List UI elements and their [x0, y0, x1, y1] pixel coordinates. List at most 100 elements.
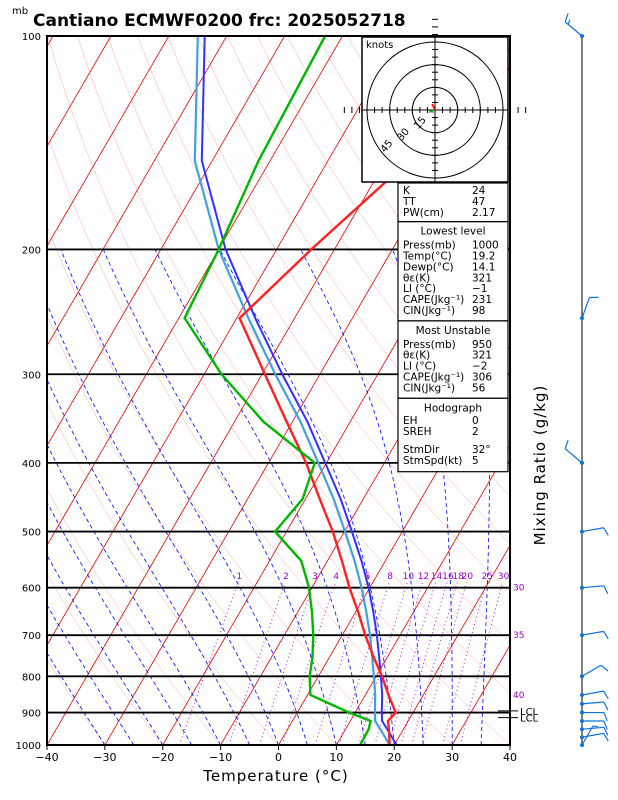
parcel-profile-line-2 — [193, 36, 391, 745]
theta-e-label: 40 — [513, 691, 525, 701]
temperature-tick-label: −30 — [93, 751, 116, 764]
index-label: Press(mb) — [403, 339, 456, 351]
temperature-tick-label: −20 — [151, 751, 174, 764]
dry-adiabat — [47, 402, 279, 745]
index-box — [397, 320, 509, 399]
mixing-ratio-label: 1 — [236, 572, 242, 582]
wind-barb-half-flag — [592, 725, 599, 728]
wind-barb-column — [564, 13, 609, 747]
isotherm — [47, 36, 228, 347]
mixing-ratio-axis-label: Mixing Ratio (g/kg) — [531, 385, 549, 546]
pressure-tick-label: 100 — [22, 32, 41, 43]
wind-barb-shaft — [581, 585, 604, 589]
chart-title: Cantiano ECMWF0200 frc: 2025052718 — [33, 11, 406, 31]
pressure-tick-label: 1000 — [16, 741, 41, 752]
moist-adiabat — [102, 249, 337, 745]
temperature-tick-label: 30 — [445, 751, 459, 764]
index-label: LI (°C) — [403, 361, 436, 373]
index-label: K — [403, 185, 411, 197]
wind-barb-shaft — [581, 690, 604, 696]
mixing-ratio-label: 25 — [481, 572, 492, 582]
index-value: 56 — [472, 382, 486, 394]
wind-barb-flag — [603, 733, 609, 742]
wind-barb-flag — [564, 13, 569, 23]
mixing-ratio-line — [442, 582, 487, 745]
mixing-ratio-line — [421, 582, 467, 745]
mixing-ratio-line — [459, 582, 504, 745]
isotherm — [47, 36, 401, 646]
wind-barb-shaft — [564, 21, 583, 37]
isotherm — [47, 36, 285, 447]
index-label: PW(cm) — [403, 207, 444, 219]
dry-adiabat — [47, 573, 163, 745]
wind-barb-flag — [603, 585, 609, 595]
mixing-ratio-label: 2 — [283, 572, 289, 582]
isotherm — [47, 36, 112, 148]
theta-e-label: 30 — [513, 584, 525, 594]
isotherm — [393, 544, 510, 745]
mixing-ratio-line — [228, 582, 286, 745]
index-value: −1 — [472, 283, 487, 295]
index-value: 47 — [472, 196, 485, 208]
mixing-ratio-line — [314, 582, 367, 745]
mixing-ratio-label: 20 — [462, 572, 474, 582]
index-label: LI (°C) — [403, 283, 436, 295]
isotherm — [47, 36, 459, 745]
index-section-title: Hodograph — [424, 402, 482, 414]
hodograph-units-label: knots — [366, 40, 393, 51]
mixing-ratio-line — [281, 582, 336, 745]
index-box — [397, 221, 509, 322]
wind-barb-shaft — [581, 297, 591, 319]
dewpoint-line — [183, 36, 373, 745]
index-value: 5 — [472, 455, 479, 467]
index-label: EH — [403, 415, 418, 427]
lcl-label: LCL — [520, 714, 539, 725]
index-label: StmDir — [403, 444, 440, 456]
wind-barb-shaft — [581, 726, 604, 730]
dry-adiabat — [77, 36, 510, 694]
temperature-tick-label: −40 — [35, 751, 58, 764]
pressure-tick-label: 600 — [22, 584, 41, 595]
wind-barb-shaft — [581, 701, 604, 705]
temperature-tick-label: −10 — [209, 751, 232, 764]
temperature-tick-label: 0 — [275, 751, 282, 764]
dry-adiabat — [47, 488, 221, 745]
mixing-ratio-label: 14 — [431, 572, 443, 582]
mixing-ratio-label: 8 — [387, 572, 393, 582]
moist-adiabat — [47, 378, 250, 745]
mixing-ratio-label: 4 — [333, 572, 339, 582]
theta-e-label: 35 — [513, 631, 524, 641]
index-value: 19.2 — [472, 251, 495, 263]
index-section-title: Lowest level — [420, 226, 485, 238]
wind-barb-flag — [603, 720, 608, 730]
index-value: 231 — [472, 294, 492, 306]
index-value: 98 — [472, 305, 485, 317]
pressure-tick-label: 800 — [22, 672, 41, 683]
dry-adiabat — [167, 36, 510, 544]
index-label: CIN(Jkg⁻¹) — [403, 305, 455, 317]
pressure-tick-label: 200 — [22, 245, 41, 256]
index-value: 1000 — [472, 240, 499, 252]
index-section-title: Most Unstable — [416, 325, 491, 337]
isotherm — [104, 45, 510, 745]
wind-barb-shaft — [564, 448, 583, 464]
wind-barb-half-flag — [567, 19, 571, 25]
mixing-ratio-label: 18 — [452, 572, 464, 582]
index-table: K 24 TT 47 PW(cm) 2.17 Lowest level Press(mb) 10… — [397, 182, 509, 473]
wind-barb-flag — [603, 712, 608, 722]
index-value: 2.17 — [472, 207, 495, 219]
wind-barb-flag — [603, 690, 609, 700]
index-label: SREH — [403, 426, 432, 438]
index-label: CAPE(Jkg⁻¹) — [403, 294, 464, 306]
temperature-tick-label: 40 — [503, 751, 517, 764]
mixing-ratio-label: 6 — [364, 572, 370, 582]
hodograph-trace — [428, 110, 434, 114]
index-label: Temp(°C) — [402, 251, 452, 263]
lcl-label: LCL — [520, 707, 539, 718]
wind-barb-flag — [603, 727, 609, 736]
dry-adiabat — [47, 36, 510, 745]
index-value: 2 — [472, 426, 479, 438]
moist-adiabat — [47, 303, 279, 745]
pressure-tick-label: 400 — [22, 459, 41, 470]
wind-barb-flag — [603, 527, 609, 536]
